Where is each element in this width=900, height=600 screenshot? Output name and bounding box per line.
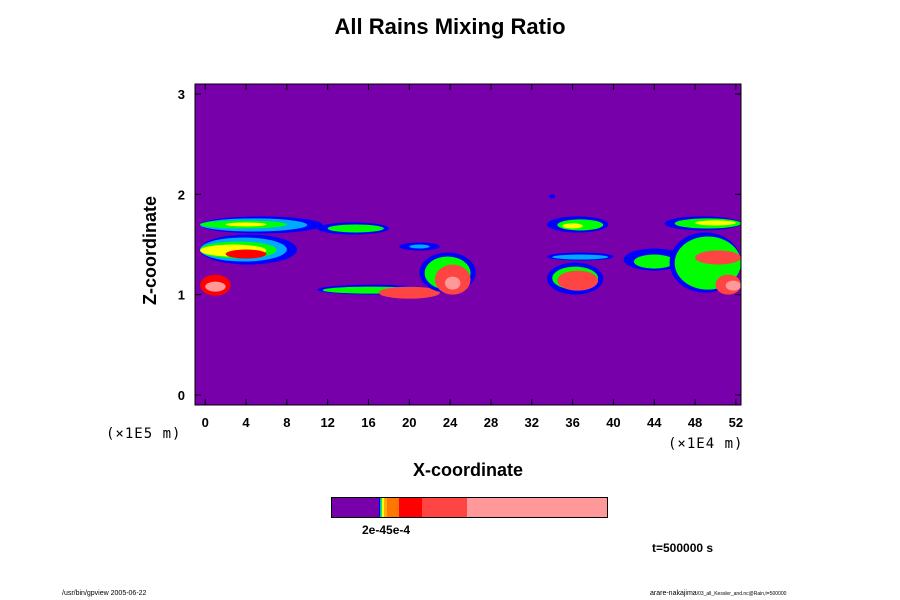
rain-region-34 bbox=[695, 250, 741, 265]
x-tick-label: 16 bbox=[361, 415, 375, 430]
y-tick-label: 3 bbox=[178, 87, 185, 102]
x-tick-label: 40 bbox=[606, 415, 620, 430]
colorbar-segment bbox=[381, 498, 384, 517]
footer-file: /03_all_Kessler_and.nc@Rain,t=500000 bbox=[696, 591, 787, 597]
x-tick-label: 44 bbox=[647, 415, 662, 430]
y-scale-note: (×1E5 m) bbox=[106, 426, 182, 442]
rain-region-8 bbox=[225, 249, 267, 259]
rain-region-29 bbox=[562, 223, 583, 229]
colorbar-segment bbox=[380, 498, 382, 517]
rain-region-39 bbox=[695, 220, 736, 226]
rain-region-21 bbox=[409, 244, 430, 249]
x-tick-label: 12 bbox=[320, 415, 334, 430]
x-tick-label: 28 bbox=[484, 415, 498, 430]
rain-region-40 bbox=[549, 194, 556, 199]
x-tick-label: 8 bbox=[283, 415, 290, 430]
plot-frame bbox=[194, 83, 742, 406]
y-tick-label: 0 bbox=[178, 388, 185, 403]
rain-region-24 bbox=[557, 270, 599, 291]
x-tick-label: 24 bbox=[443, 415, 458, 430]
colorbar-segment bbox=[379, 498, 381, 517]
footer-source: arare-nakajima/03_all_Kessler_and.nc@Rai… bbox=[650, 590, 786, 597]
rain-region-31 bbox=[633, 254, 675, 269]
rain-region-19 bbox=[327, 224, 384, 233]
x-axis-label: X-coordinate bbox=[412, 460, 523, 480]
plot-region bbox=[195, 84, 741, 405]
footer-author: arare-nakajima bbox=[650, 590, 697, 597]
rain-region-26 bbox=[552, 254, 609, 260]
x-tick-label: 0 bbox=[202, 415, 209, 430]
footer-command: /usr/bin/gpview 2005-06-22 bbox=[62, 590, 147, 597]
x-tick-label: 4 bbox=[242, 415, 250, 430]
rain-region-3 bbox=[225, 222, 267, 227]
colorbar bbox=[331, 497, 608, 518]
rain-region-17 bbox=[445, 276, 461, 290]
x-tick-label: 36 bbox=[565, 415, 579, 430]
y-axis-label: Z-coordinate bbox=[140, 195, 160, 305]
colorbar-segment bbox=[398, 498, 422, 517]
time-label: t=500000 s bbox=[652, 541, 714, 555]
rain-region-13 bbox=[378, 286, 440, 299]
colorbar-segment bbox=[386, 498, 399, 517]
colorbar-label: 2e-45e-4 bbox=[362, 523, 411, 537]
colorbar-segment bbox=[332, 498, 379, 517]
rain-region-36 bbox=[725, 280, 741, 291]
chart-title: All Rains Mixing Ratio bbox=[334, 14, 566, 39]
x-tick-label: 20 bbox=[402, 415, 416, 430]
y-tick-label: 1 bbox=[178, 288, 185, 303]
x-scale-note: (×1E4 m) bbox=[668, 436, 744, 452]
x-tick-label: 52 bbox=[729, 415, 743, 430]
colorbar-segment bbox=[467, 498, 607, 517]
y-tick-label: 2 bbox=[178, 187, 185, 202]
x-tick-label: 48 bbox=[688, 415, 702, 430]
rain-region-10 bbox=[205, 281, 226, 292]
x-tick-label: 32 bbox=[525, 415, 539, 430]
colorbar-segment bbox=[383, 498, 387, 517]
colorbar-segment bbox=[421, 498, 468, 517]
colorbar-segment bbox=[378, 498, 380, 517]
